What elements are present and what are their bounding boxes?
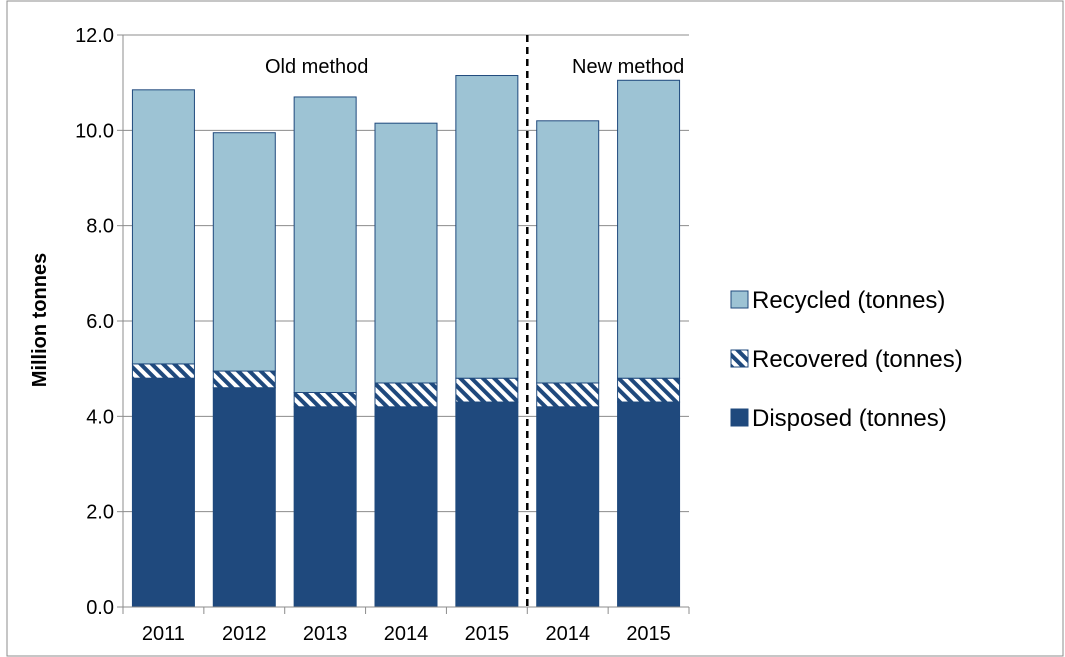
- legend-label-recovered: Recovered (tonnes): [752, 346, 963, 373]
- bar-segment-recovered: [617, 377, 681, 403]
- x-tick-label: 2015: [465, 623, 510, 645]
- bar-segment-disposed: [131, 377, 195, 608]
- bar-segment-recycled: [293, 96, 357, 393]
- bar-segment-disposed: [212, 387, 276, 608]
- old-method-label: Old method: [265, 56, 368, 78]
- bar-segment-recycled: [536, 120, 600, 384]
- x-tick-label: 2014: [545, 623, 590, 645]
- bar-segment-recovered: [131, 363, 195, 379]
- y-tick-label: 8.0: [86, 216, 114, 238]
- x-tick-labels: 2011 2012 2013 2014 2015 2014 2015: [142, 623, 671, 645]
- legend: Recycled (tonnes) Recovered (tonnes) Dis…: [730, 287, 963, 432]
- bar-segment-disposed: [455, 401, 519, 608]
- bar-segment-recovered: [212, 370, 276, 389]
- chart-border: [6, 0, 1064, 657]
- y-tick-labels: 0.0 2.0 4.0 6.0 8.0 10.0 12.0: [75, 25, 114, 619]
- bar-segment-recovered: [455, 377, 519, 403]
- bar-segment-recycled: [212, 132, 276, 372]
- legend-item-recovered: Recovered (tonnes): [730, 346, 963, 373]
- bar-segment-recycled: [617, 79, 681, 379]
- y-tick-label: 12.0: [75, 25, 114, 47]
- legend-label-recycled: Recycled (tonnes): [752, 287, 945, 314]
- y-tick-label: 4.0: [86, 406, 114, 428]
- legend-item-recycled: Recycled (tonnes): [730, 287, 945, 314]
- y-tick-label: 0.0: [86, 597, 114, 619]
- legend-swatch-recycled: [730, 290, 749, 309]
- x-tick-label: 2014: [384, 623, 429, 645]
- bar-segment-recovered: [374, 382, 438, 408]
- x-tick-label: 2012: [222, 623, 267, 645]
- x-tick-label: 2011: [142, 623, 185, 645]
- bars: [131, 75, 681, 608]
- new-method-label: New method: [572, 56, 684, 78]
- bar-segment-disposed: [293, 406, 357, 608]
- y-tick-label: 6.0: [86, 311, 114, 333]
- bar-segment-disposed: [536, 406, 600, 608]
- bar-segment-recovered: [293, 392, 357, 408]
- legend-label-disposed: Disposed (tonnes): [752, 405, 947, 432]
- axes: [117, 34, 690, 614]
- bar-segment-recycled: [374, 122, 438, 384]
- legend-item-disposed: Disposed (tonnes): [730, 405, 947, 432]
- bar-segment-disposed: [617, 401, 681, 608]
- legend-swatch-recovered: [730, 349, 749, 368]
- y-axis-title: Million tonnes: [29, 253, 51, 387]
- bar-segment-recovered: [536, 382, 600, 408]
- bar-segment-recycled: [131, 89, 195, 365]
- x-tick-label: 2015: [626, 623, 671, 645]
- x-tick-label: 2013: [303, 623, 348, 645]
- y-tick-label: 2.0: [86, 502, 114, 524]
- bar-segment-recycled: [455, 75, 519, 379]
- legend-swatch-disposed: [730, 408, 749, 427]
- y-tick-label: 10.0: [75, 120, 114, 142]
- bar-segment-disposed: [374, 406, 438, 608]
